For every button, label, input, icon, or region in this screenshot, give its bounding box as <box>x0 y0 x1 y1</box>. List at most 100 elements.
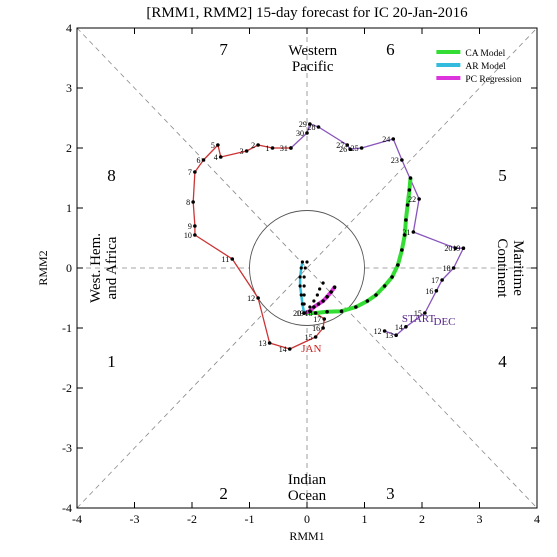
ca-model-track-point <box>407 188 412 192</box>
jan-track-point <box>193 224 197 228</box>
day-label: 20 <box>293 309 301 318</box>
pc-regression-track-point <box>308 309 312 314</box>
region-label-line: Continent <box>494 238 510 298</box>
jan-track-point <box>193 233 197 237</box>
ca-model-track-point <box>354 305 358 309</box>
ca-model-track-point <box>402 233 407 237</box>
y-tick-label: 3 <box>66 81 72 95</box>
region-label-line: Indian <box>288 472 327 488</box>
day-label: 16 <box>425 287 433 296</box>
ensemble-point <box>302 284 306 288</box>
day-label: 14 <box>395 323 403 332</box>
ca-model-track-point <box>408 176 413 180</box>
jan-track-point <box>256 296 260 300</box>
ca-model-track-point <box>325 310 329 314</box>
day-label: 25 <box>351 144 359 153</box>
ca-model-track-point <box>365 299 370 303</box>
ensemble-point <box>315 293 319 297</box>
ensemble-point <box>308 305 312 309</box>
day-label: 8 <box>186 198 190 207</box>
day-label: 15 <box>414 309 422 318</box>
ensemble-point <box>302 302 306 306</box>
day-label: 1 <box>266 144 270 153</box>
region-label: West. Hem. and Africa <box>88 233 120 303</box>
pc-regression-track-point <box>329 290 333 294</box>
jan-track-point <box>321 326 325 330</box>
dec-track-point <box>451 266 456 270</box>
region-label-line: Ocean <box>288 488 327 504</box>
jan-track-point <box>270 146 275 150</box>
ensemble-point <box>302 275 306 279</box>
day-label: 21 <box>402 228 410 237</box>
y-tick-label: 1 <box>66 201 72 215</box>
dec-track-point <box>348 147 352 151</box>
day-label: 19 <box>452 244 460 253</box>
pc-regression-track-point <box>321 299 325 303</box>
x-tick-label: 0 <box>304 512 310 526</box>
day-label: 4 <box>214 153 218 162</box>
day-label: 2 <box>251 141 255 150</box>
x-tick-label: 1 <box>362 512 368 526</box>
x-tick-label: -1 <box>245 512 255 526</box>
ensemble-point <box>318 287 322 291</box>
unit-circle <box>249 210 365 326</box>
day-label: 20 <box>444 244 452 253</box>
day-label: 13 <box>385 331 393 340</box>
dec-track-point <box>391 137 396 141</box>
dec-track-point <box>417 197 421 201</box>
dec-track-point <box>316 125 321 129</box>
phase-label: 2 <box>219 484 228 503</box>
dec-track-line <box>290 123 465 336</box>
dec-track-point <box>394 333 398 338</box>
phase-label: 6 <box>386 40 395 59</box>
legend-label: CA Model <box>465 49 505 59</box>
x-tick-label: 3 <box>477 512 483 526</box>
day-label: 11 <box>222 255 230 264</box>
dec-track-point <box>440 278 444 282</box>
day-label: 17 <box>431 276 439 285</box>
day-label: 28 <box>308 123 316 132</box>
jan-track-point <box>218 155 223 159</box>
y-tick-label: -4 <box>62 501 72 515</box>
ca-model-track-point <box>405 203 410 207</box>
x-tick-label: 4 <box>534 512 540 526</box>
x-tick-label: 2 <box>419 512 425 526</box>
ca-model-track-point <box>404 218 408 222</box>
day-label: 24 <box>382 135 390 144</box>
y-tick-label: -3 <box>62 441 72 455</box>
y-tick-label: 4 <box>66 21 72 35</box>
x-axis-label: RMM1 <box>289 529 324 543</box>
jan-track-point <box>191 200 195 204</box>
day-label: 31 <box>280 144 288 153</box>
ar-model-track-point <box>298 284 302 288</box>
dec-track-point <box>308 122 312 126</box>
jan-track-point <box>193 170 197 174</box>
jan-track-point <box>313 335 318 339</box>
pc-regression-track-point <box>325 295 329 299</box>
dec-track-point <box>345 143 350 147</box>
y-tick-label: -2 <box>62 381 72 395</box>
pc-regression-track-point <box>332 285 337 290</box>
legend-label: PC Regression <box>465 75 521 85</box>
day-label: 18 <box>443 264 451 273</box>
pc-regression-track-point <box>312 305 316 309</box>
day-label: 5 <box>211 141 215 150</box>
day-label: 13 <box>259 339 267 348</box>
chart-title: [RMM1, RMM2] 15-day forecast for IC 20-J… <box>146 5 468 21</box>
x-tick-label: -2 <box>187 512 197 526</box>
ca-model-track-point <box>313 311 318 315</box>
jan-track-point <box>289 146 293 150</box>
dec-track-point <box>434 289 439 293</box>
jan-track-point <box>267 341 272 345</box>
diagonal-line-1 <box>76 27 538 509</box>
day-label: 18 <box>305 309 313 318</box>
month-label: JAN <box>301 343 321 355</box>
day-label: 17 <box>313 315 321 324</box>
region-label-line: Pacific <box>292 59 334 75</box>
x-tick-label: -3 <box>130 512 140 526</box>
ensemble-point <box>302 311 306 315</box>
day-label: 10 <box>184 231 192 240</box>
dec-track-point <box>423 311 427 315</box>
region-label-line: and Africa <box>104 236 120 299</box>
